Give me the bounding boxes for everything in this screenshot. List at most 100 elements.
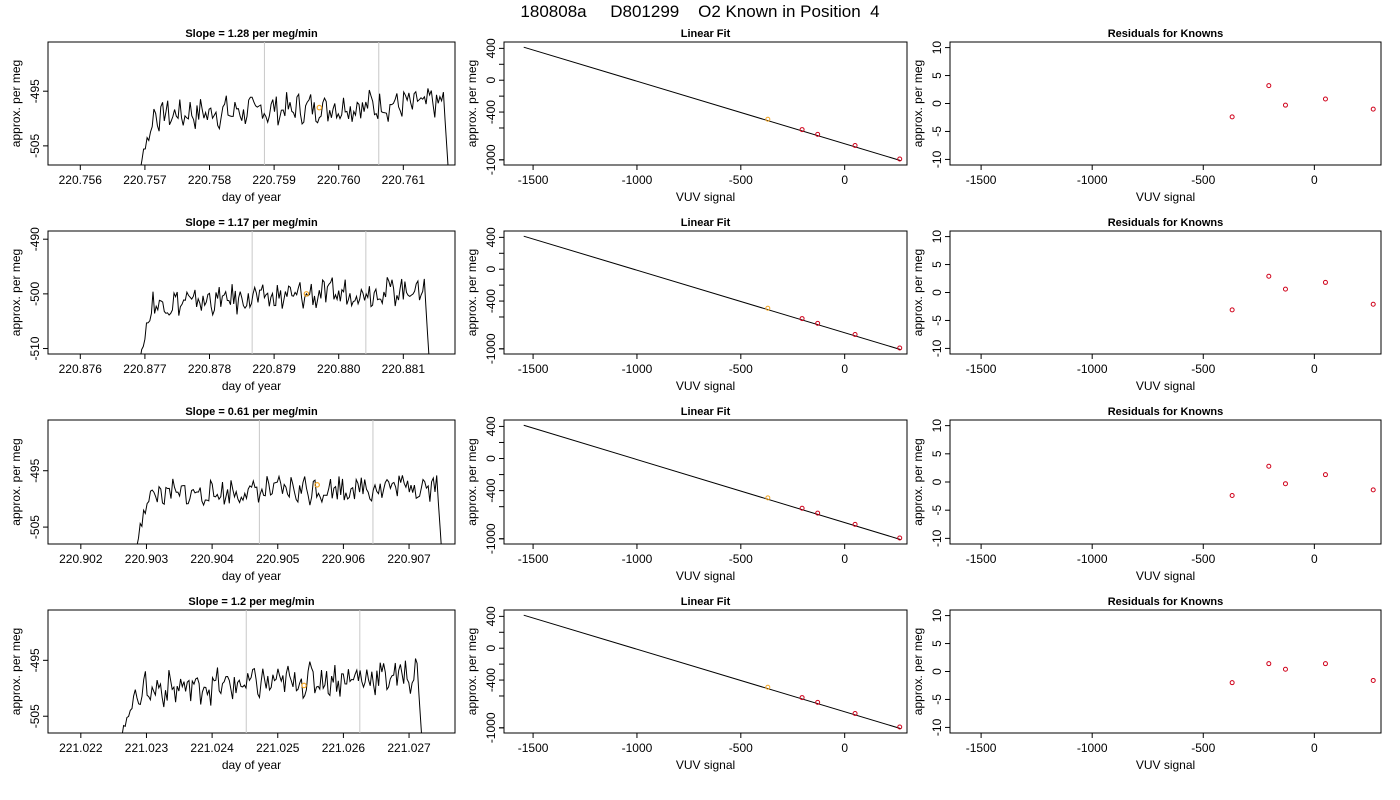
- panel-r2-c2-residual-point: [1229, 493, 1235, 499]
- panel-r1-c2-frame: [949, 230, 1382, 355]
- panel-r0-c0-trace: [140, 88, 449, 165]
- panel-r0-c1-xtick-label: 0: [841, 173, 848, 187]
- panel-r3-c0-xtick-label: 221.027: [387, 741, 431, 755]
- panel-r1-c0-frame: [47, 230, 456, 355]
- panel-r2-c0-ylabel: approx. per meg: [9, 438, 23, 525]
- panel-r2-c1-ytick-label: -400: [484, 478, 498, 502]
- panel-r2-c1-ytick-label: -1000: [484, 523, 498, 554]
- panel-r1-c1-point: [765, 305, 771, 311]
- panel-r0-c1-frame: [503, 41, 908, 166]
- panel-r0-c1-ytick-label: -1000: [484, 144, 498, 175]
- panel-r3-c0-xlabel: day of year: [222, 758, 281, 772]
- panel-r1-c0-xtick-label: 220.881: [382, 362, 426, 376]
- panel-r3-c1-point: [765, 684, 771, 690]
- panel-r3-c2-residual-point: [1266, 661, 1272, 667]
- panel-r2-c2-ytick-label: 5: [930, 450, 944, 457]
- panel-r3-c2-xlabel: VUV signal: [1136, 758, 1195, 772]
- panel-r2-c2-xlabel: VUV signal: [1136, 569, 1195, 583]
- panel-r3-c0-frame: [47, 609, 456, 734]
- panel-r1-c1-ytick-label: -1000: [484, 333, 498, 364]
- panel-r1-c1-xtick-label: -500: [729, 362, 753, 376]
- panel-r1-c1-point: [852, 331, 858, 337]
- panel-r1-c1-point: [815, 320, 821, 326]
- panel-r0-c0-ytick-label: -505: [28, 134, 42, 158]
- panel-r0-c0-xtick-label: 220.756: [59, 173, 103, 187]
- panel-r2-c1-xlabel: VUV signal: [676, 569, 735, 583]
- panel-r1-c2-xtick-label: -1500: [966, 362, 997, 376]
- panel-r0-c0-frame: [47, 41, 456, 166]
- panel-r0-c0-title: Slope = 1.28 per meg/min: [185, 28, 318, 40]
- panel-r2-c0-trace: [134, 474, 442, 544]
- panel-r1-c0-xtick-label: 220.878: [188, 362, 232, 376]
- panel-r0-c2-xtick-label: -1500: [966, 173, 997, 187]
- panel-r0-c0-xtick-label: 220.760: [317, 173, 361, 187]
- panel-r1-c0-xtick-label: 220.879: [252, 362, 296, 376]
- panel-r3-c1-xtick-label: -1500: [518, 741, 549, 755]
- panel-r3-c1-point: [852, 710, 858, 716]
- panel-r3-c2-title: Residuals for Knowns: [1108, 596, 1224, 608]
- panel-r1-c2-xtick-label: 0: [1311, 362, 1318, 376]
- panel-r2-c1-point: [897, 535, 903, 541]
- panel-r1-c0-ytick-label: -510: [28, 336, 42, 360]
- panel-r2-c1-point: [815, 510, 821, 516]
- panel-r1-c1-point: [897, 345, 903, 351]
- panel-r1-c2-xlabel: VUV signal: [1136, 379, 1195, 393]
- panel-r3-c0-xtick-label: 221.023: [125, 741, 169, 755]
- panel-r2-c0-ytick-label: -505: [28, 515, 42, 539]
- panel-r0-c1-xtick-label: -1500: [518, 173, 549, 187]
- panel-r0-c1-point: [852, 142, 858, 148]
- panel-r3-c0-xtick-label: 221.024: [190, 741, 234, 755]
- panel-r1-c2-ytick-label: -5: [930, 315, 944, 326]
- panel-r3-c1-ytick-label: -400: [484, 668, 498, 692]
- panel-r2-c1-xtick-label: -1000: [622, 552, 653, 566]
- panel-r3-c0-ytick-label: -505: [28, 704, 42, 728]
- panel-r3-c2-residual-point: [1282, 666, 1288, 672]
- panel-r0-c2-title: Residuals for Knowns: [1108, 28, 1224, 40]
- panel-r2-c2-xtick-label: 0: [1311, 552, 1318, 566]
- panel-r0-c2-ytick-label: 5: [930, 72, 944, 79]
- panel-r3-c1-frame: [503, 609, 908, 734]
- panel-r2-c1-point: [799, 505, 805, 511]
- panel-r0-c1-xtick-label: -500: [729, 173, 753, 187]
- panel-r3-c1-ylabel: approx. per meg: [465, 628, 479, 715]
- panel-r2-c0-xtick-label: 220.904: [190, 552, 234, 566]
- panel-r1-c1-frame: [503, 230, 908, 355]
- panel-r2-c0-xtick-label: 220.902: [59, 552, 103, 566]
- panel-r1-c2-residual-point: [1282, 286, 1288, 292]
- panel-r3-c2-xtick-label: -1500: [966, 741, 997, 755]
- panel-r3-c1-ytick-label: -1000: [484, 712, 498, 743]
- panel-r2-c2-ytick-label: -5: [930, 505, 944, 516]
- panel-r2-c2-ytick-label: 10: [930, 419, 944, 433]
- panel-r2-c1-point: [852, 521, 858, 527]
- panel-r1-c1-xlabel: VUV signal: [676, 379, 735, 393]
- panel-r2-c2-residual-point: [1322, 472, 1328, 478]
- panel-r2-c2-xtick-label: -1500: [966, 552, 997, 566]
- panel-r2-c0-frame: [47, 419, 456, 545]
- panel-r1-c0-xtick-label: 220.880: [317, 362, 361, 376]
- panel-r1-c1-ytick-label: -400: [484, 289, 498, 313]
- panel-r3-c2-xtick-label: -500: [1191, 741, 1215, 755]
- panel-r2-c1-xtick-label: -500: [729, 552, 753, 566]
- panel-r3-c1-fit-line: [523, 614, 901, 730]
- panel-r3-c1-ytick-label: 400: [484, 606, 498, 626]
- panel-r3-c1-xtick-label: 0: [841, 741, 848, 755]
- panel-r0-c1-ytick-label: 0: [484, 77, 498, 84]
- panel-r1-c0-ytick-label: -500: [28, 282, 42, 306]
- panel-r0-c2-residual-point: [1282, 102, 1288, 108]
- panel-r1-c2-xtick-label: -500: [1191, 362, 1215, 376]
- panel-r0-c0-ylabel: approx. per meg: [9, 60, 23, 147]
- panel-r2-c1-ytick-label: 0: [484, 455, 498, 462]
- panel-r2-c0-xtick-label: 220.906: [322, 552, 366, 566]
- panel-r1-c2-xtick-label: -1000: [1077, 362, 1108, 376]
- panel-r0-c1-title: Linear Fit: [681, 28, 731, 40]
- panel-r3-c2-xtick-label: -1000: [1077, 741, 1108, 755]
- panel-r1-c2-ytick-label: 10: [930, 230, 944, 244]
- panel-r3-c1-point: [897, 724, 903, 730]
- panel-r1-c2-title: Residuals for Knowns: [1108, 217, 1224, 229]
- panel-r3-c0-xtick-label: 221.025: [256, 741, 300, 755]
- panel-r0-c1-ytick-label: 400: [484, 38, 498, 58]
- panel-r3-c2-ytick-label: 5: [930, 640, 944, 647]
- panel-r3-c1-point: [815, 699, 821, 705]
- panel-r1-c2-residual-point: [1322, 279, 1328, 285]
